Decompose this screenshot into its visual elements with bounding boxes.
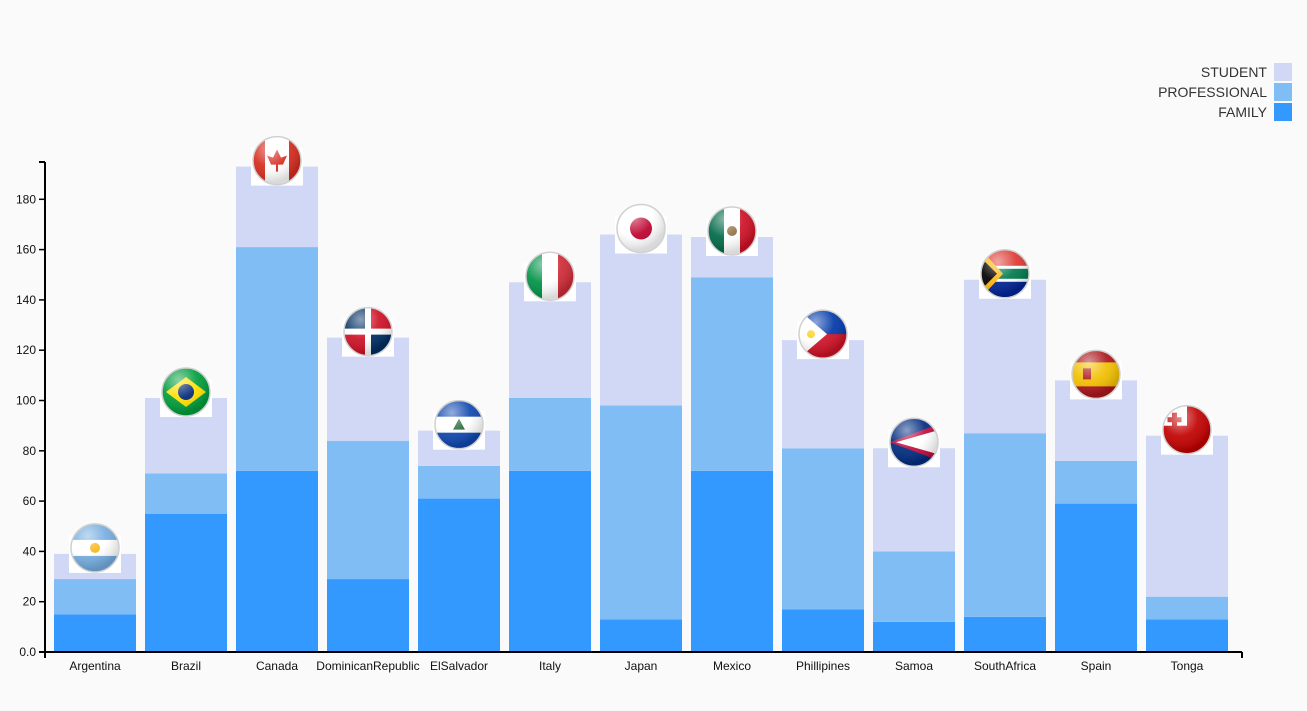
bar-professional-mexico <box>691 277 773 471</box>
argentina-flag-icon <box>69 523 121 573</box>
bar-family-spain <box>1055 503 1137 652</box>
x-tick-label: Phillipines <box>796 659 850 673</box>
x-tick-label: Spain <box>1081 659 1112 673</box>
bar-student-italy <box>509 282 591 398</box>
bar-professional-southafrica <box>964 433 1046 617</box>
y-tick-label: 120 <box>16 343 36 357</box>
legend: STUDENT PROFESSIONAL FAMILY <box>1158 63 1292 121</box>
bar-professional-canada <box>236 247 318 471</box>
bar-family-southafrica <box>964 616 1046 652</box>
bar-professional-phillipines <box>782 448 864 610</box>
samoa-flag-icon <box>888 417 940 468</box>
y-tick-label: 0.0 <box>19 645 36 659</box>
bar-professional-italy <box>509 397 591 471</box>
y-tick-label: 20 <box>23 595 37 609</box>
canada-flag-icon <box>251 135 303 186</box>
y-axis: 0.0 20 40 60 80 100 120 140 160 180 <box>16 161 46 659</box>
mexico-flag-icon <box>706 206 758 257</box>
flags-layer <box>69 135 1213 573</box>
bar-family-samoa <box>873 621 955 652</box>
bar-professional-samoa <box>873 551 955 622</box>
bar-professional-tonga <box>1146 596 1228 620</box>
bar-family-dominicanrepublic <box>327 579 409 652</box>
south-africa-flag-icon <box>979 249 1031 299</box>
bar-professional-spain <box>1055 460 1137 504</box>
bar-family-argentina <box>54 614 136 652</box>
dominican-republic-flag-icon <box>342 306 394 357</box>
x-tick-label: ElSalvador <box>430 659 488 673</box>
italy-flag-icon <box>524 251 576 302</box>
bar-student-tonga <box>1146 435 1228 597</box>
y-tick-label: 80 <box>23 444 37 458</box>
bars-layer <box>54 166 1228 652</box>
japan-flag-icon <box>615 203 667 254</box>
bar-professional-brazil <box>145 473 227 514</box>
spain-flag-icon <box>1070 349 1122 400</box>
y-tick-label: 180 <box>16 192 36 206</box>
bar-family-brazil <box>145 513 227 652</box>
y-tick-label: 140 <box>16 293 36 307</box>
legend-item-professional: PROFESSIONAL <box>1158 83 1292 101</box>
bar-professional-dominicanrepublic <box>327 440 409 580</box>
legend-item-student: STUDENT <box>1201 63 1292 81</box>
bar-professional-japan <box>600 405 682 620</box>
bar-family-phillipines <box>782 609 864 652</box>
legend-swatch <box>1274 63 1292 81</box>
brazil-flag-icon <box>160 367 212 417</box>
x-axis: Argentina Brazil Canada DominicanRepublic El… <box>39 651 1243 673</box>
bar-family-italy <box>509 470 591 652</box>
x-tick-label: Tonga <box>1171 659 1204 673</box>
x-tick-label: Japan <box>625 659 658 673</box>
bar-student-japan <box>600 234 682 406</box>
bar-family-mexico <box>691 470 773 652</box>
x-tick-label: Mexico <box>713 659 751 673</box>
philippines-flag-icon <box>797 309 849 360</box>
x-tick-label: Samoa <box>895 659 933 673</box>
tonga-flag-icon <box>1161 404 1213 455</box>
bar-family-tonga <box>1146 619 1228 652</box>
legend-label: FAMILY <box>1218 104 1267 120</box>
legend-swatch <box>1274 103 1292 121</box>
x-tick-label: Italy <box>539 659 561 673</box>
y-tick-label: 60 <box>23 494 37 508</box>
y-tick-label: 40 <box>23 544 37 558</box>
bar-student-southafrica <box>964 279 1046 434</box>
bar-professional-argentina <box>54 579 136 615</box>
y-tick-label: 100 <box>16 394 36 408</box>
legend-swatch <box>1274 83 1292 101</box>
x-tick-label: Argentina <box>69 659 121 673</box>
bar-family-japan <box>600 619 682 652</box>
bar-family-canada <box>236 470 318 652</box>
legend-label: PROFESSIONAL <box>1158 84 1267 100</box>
x-tick-label: Canada <box>256 659 298 673</box>
bar-professional-elsalvador <box>418 465 500 499</box>
x-tick-label: DominicanRepublic <box>316 659 419 673</box>
x-tick-label: SouthAfrica <box>974 659 1036 673</box>
y-tick-label: 160 <box>16 243 36 257</box>
bar-family-elsalvador <box>418 498 500 652</box>
x-tick-label: Brazil <box>171 659 201 673</box>
legend-label: STUDENT <box>1201 64 1268 80</box>
legend-item-family: FAMILY <box>1218 103 1292 121</box>
el-salvador-flag-icon <box>433 399 485 450</box>
